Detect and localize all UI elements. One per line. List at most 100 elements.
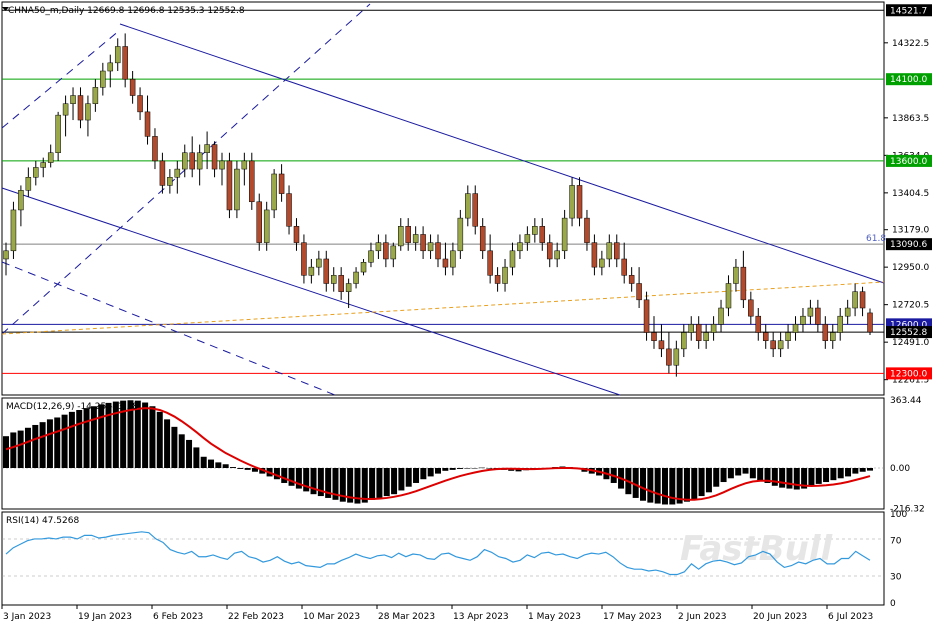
- candle-body: [479, 226, 486, 252]
- macd-bar: [420, 468, 427, 480]
- macd-histogram: [3, 400, 873, 505]
- candle-body: [345, 283, 352, 292]
- watermark-text: FastBull: [680, 529, 834, 569]
- time-tick-label: 17 May 2023: [603, 612, 662, 622]
- price-tag-text: 13600.0: [890, 157, 927, 167]
- candle-body: [777, 340, 784, 350]
- candle-body: [532, 226, 538, 235]
- macd-bar: [17, 430, 24, 468]
- candlesticks: [3, 33, 873, 377]
- candle-body: [852, 291, 858, 309]
- dotted-trend-line: [1, 281, 885, 335]
- macd-bar: [442, 468, 449, 471]
- collapse-triangle-icon[interactable]: [2, 7, 9, 11]
- candle-body: [263, 209, 270, 243]
- candle-body: [740, 266, 747, 301]
- price-tag-box: [886, 367, 932, 380]
- candle-body: [10, 209, 17, 252]
- candle-body: [658, 340, 665, 350]
- price-tag-text: 12300.0: [890, 369, 927, 379]
- macd-bar: [720, 468, 727, 483]
- candle-body: [107, 62, 114, 72]
- candle-body: [465, 193, 471, 219]
- candle-body: [710, 324, 717, 333]
- time-tick-label: 2 Jun 2023: [678, 612, 726, 622]
- candle-body: [666, 348, 672, 366]
- dashed-line-lower: [1, 261, 336, 396]
- candle-body: [614, 242, 620, 260]
- macd-bar: [83, 408, 90, 468]
- macd-bar: [793, 468, 800, 490]
- macd-bar: [325, 468, 332, 498]
- macd-bar: [845, 468, 852, 477]
- macd-bar: [456, 468, 463, 469]
- price-tags: 14521.7 14100.0 13600.0 13090.6 12600.012552…: [886, 4, 932, 380]
- candle-body: [546, 242, 553, 260]
- candle-body: [182, 152, 188, 170]
- candle-body: [509, 250, 516, 268]
- price-tag-box: [886, 238, 932, 251]
- macd-bar: [251, 468, 258, 472]
- candle-body: [636, 283, 642, 301]
- candle-body: [427, 242, 434, 252]
- price-tag-text: 12552.8: [890, 328, 927, 338]
- time-tick-label: 6 Jul 2023: [828, 612, 873, 622]
- price-tick-label: 12261.5: [892, 376, 929, 386]
- macd-bar: [735, 468, 742, 476]
- price-tick-label: 14322.5: [892, 39, 929, 49]
- time-axis: 3 Jan 2023 19 Jan 2023 6 Feb 2023 22 Feb 20…: [1, 605, 873, 622]
- macd-bar: [713, 468, 720, 487]
- macd-bar: [200, 456, 207, 468]
- macd-bar: [127, 400, 134, 468]
- price-tag-box: [886, 154, 932, 167]
- macd-bar: [779, 468, 786, 488]
- candle-body: [621, 258, 627, 276]
- price-tag-text: 13090.6: [890, 240, 927, 250]
- candle-body: [55, 114, 61, 153]
- candle-body: [844, 307, 851, 317]
- candle-body: [129, 78, 136, 96]
- macd-bar: [354, 468, 361, 504]
- macd-bar: [764, 468, 771, 483]
- candle-body: [755, 315, 762, 333]
- macd-bar: [698, 468, 705, 497]
- time-tick-label: 28 Mar 2023: [378, 612, 435, 622]
- price-tag-text: 14521.7: [890, 6, 927, 16]
- macd-bar: [273, 468, 280, 480]
- macd-bar: [339, 468, 346, 502]
- macd-label: MACD(12,26,9) -14.25 -43.38: [6, 402, 138, 412]
- macd-bar: [427, 468, 434, 477]
- candle-body: [681, 332, 687, 350]
- macd-bar: [867, 468, 873, 471]
- macd-bar: [830, 468, 837, 481]
- candle-body: [494, 275, 501, 284]
- candle-body: [323, 258, 330, 284]
- candle-body: [651, 332, 657, 341]
- dashed-line-mid: [1, 3, 371, 335]
- candle-body: [137, 95, 143, 113]
- channel-upper-line: [119, 23, 885, 284]
- candle-body: [293, 226, 300, 243]
- macd-bar: [54, 417, 61, 468]
- candle-body: [815, 307, 821, 325]
- price-tag-box: [886, 73, 932, 86]
- candle-body: [688, 324, 694, 333]
- candle-body: [859, 291, 866, 309]
- macd-bar: [661, 468, 668, 505]
- macd-bar: [383, 468, 390, 497]
- macd-bar: [171, 426, 178, 468]
- candle-body: [353, 271, 359, 284]
- candle-body: [457, 217, 464, 252]
- rsi-axis: 100 70 30 0: [890, 510, 907, 609]
- candle-body: [375, 242, 382, 252]
- candle-body: [226, 160, 233, 211]
- candle-body: [420, 234, 426, 252]
- macd-bar: [32, 424, 39, 468]
- macd-bar: [361, 468, 368, 503]
- candle-body: [554, 250, 560, 260]
- macd-bar: [464, 468, 471, 469]
- macd-tick-label: -216.32: [890, 504, 925, 514]
- macd-bar: [288, 468, 295, 486]
- macd-bar: [391, 468, 398, 495]
- candle-body: [241, 160, 248, 170]
